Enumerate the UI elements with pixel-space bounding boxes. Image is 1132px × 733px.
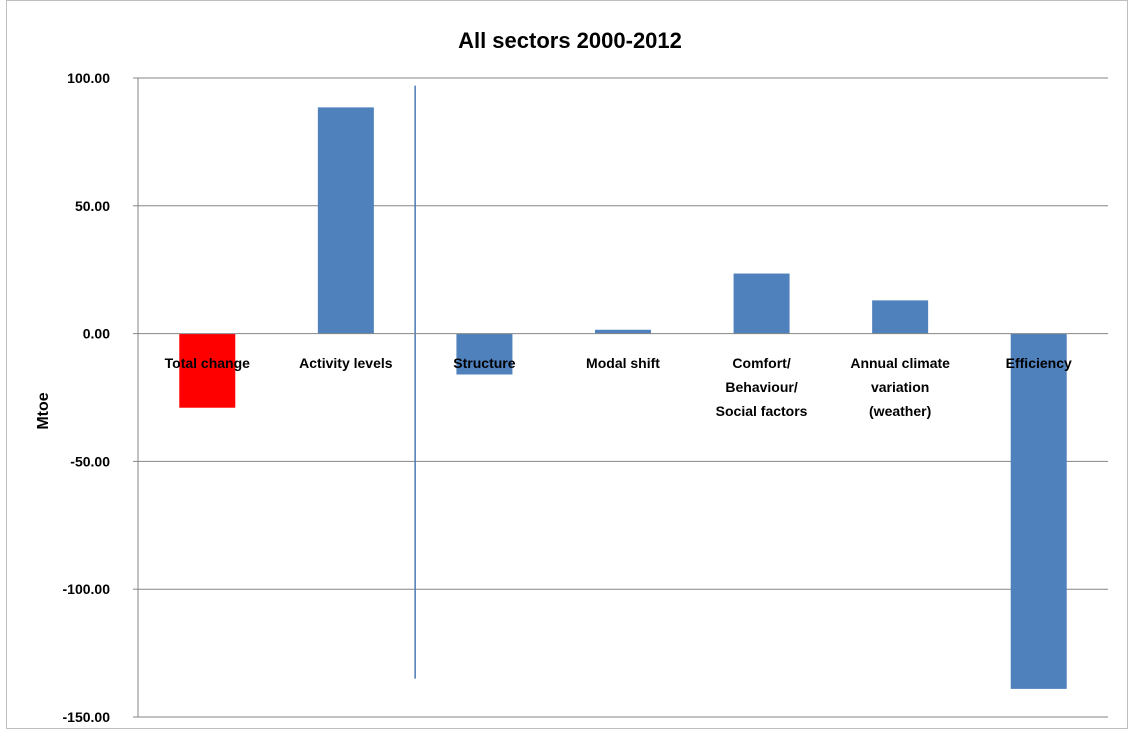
category-label: Modal shift [586, 355, 660, 371]
y-tick-label: 50.00 [75, 198, 110, 214]
bar [179, 333, 236, 408]
y-axis-label: Mtoe [35, 392, 52, 429]
chart-title: All sectors 2000-2012 [458, 28, 682, 53]
y-tick-label: -150.00 [63, 709, 111, 725]
y-tick-label: 100.00 [67, 70, 110, 86]
y-tick-label: 0.00 [83, 326, 110, 342]
bar [1010, 333, 1067, 689]
category-label: Annual climate variation (weather) [850, 355, 950, 419]
bar [733, 273, 790, 334]
category-label: Activity levels [299, 355, 393, 371]
category-label: Efficiency [1006, 355, 1072, 371]
category-label: Structure [453, 355, 515, 371]
y-tick-label: -50.00 [70, 453, 110, 469]
bar [456, 333, 513, 375]
category-label: Total change [165, 355, 251, 371]
axes [133, 77, 1108, 718]
bars [179, 107, 1067, 689]
bar [317, 107, 374, 334]
gridlines [138, 77, 1108, 718]
y-tick-label: -100.00 [63, 581, 111, 597]
bar [872, 300, 929, 334]
y-tick-labels: 100.00 50.00 0.00 -50.00 -100.00 -150.00 [63, 70, 111, 725]
bar [595, 329, 651, 334]
category-label: Comfort/Behaviour/Social factors [716, 355, 808, 419]
category-labels: Total change Activity levels Structure Moda… [165, 355, 1072, 419]
